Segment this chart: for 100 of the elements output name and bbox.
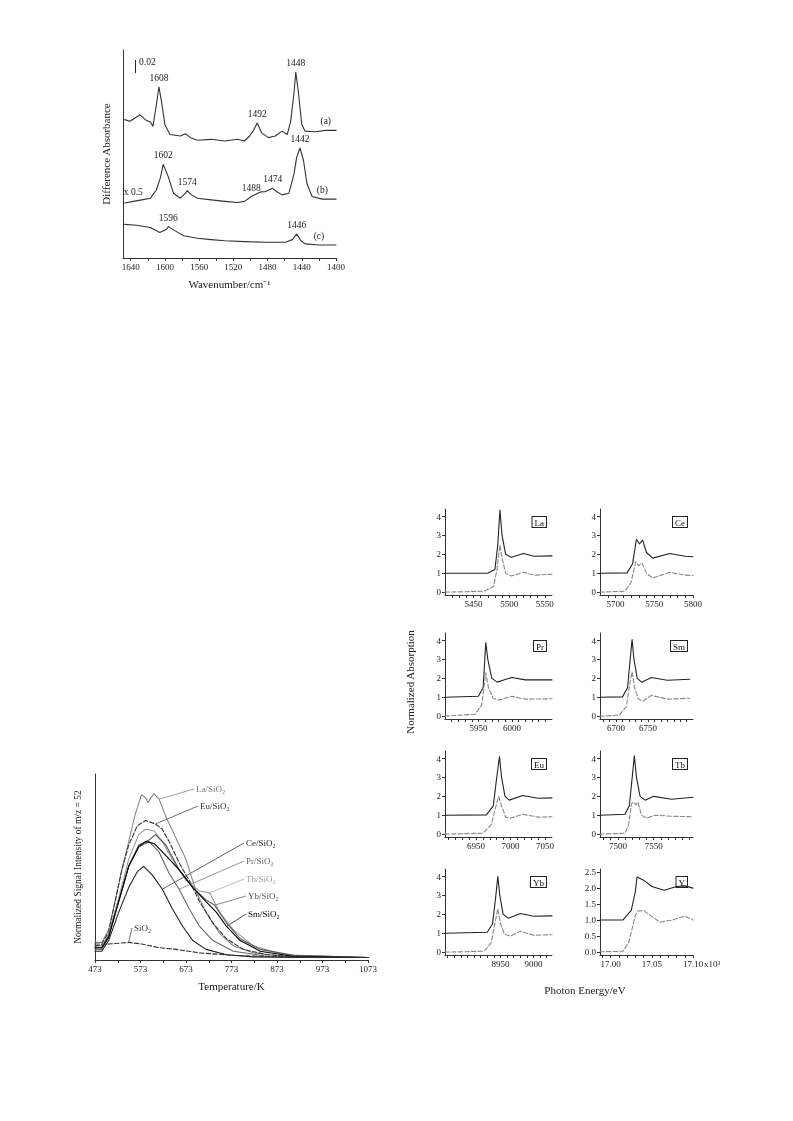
y-tick-label: 3 xyxy=(436,654,442,665)
x-tick-label: 8950 xyxy=(491,958,510,969)
y-tick-label: 1 xyxy=(436,692,441,703)
x-tick-label: 1480 xyxy=(258,261,278,272)
y-axis-title: Normalized Absorption xyxy=(404,630,416,734)
x-tick-label: 5750 xyxy=(645,598,664,609)
x-tick-label: 6000 xyxy=(502,722,522,733)
annotation: Pr xyxy=(536,641,545,652)
text: Pr/SiO₂ xyxy=(246,856,274,866)
y-tick-label: 0 xyxy=(436,829,442,840)
x-tick-label: 573 xyxy=(133,963,148,974)
x-tick-label: 1400 xyxy=(327,261,346,272)
x-tick-label: 5800 xyxy=(684,598,703,609)
annotation: x 0.5 xyxy=(123,187,144,198)
legend-label: Yb/SiO₂ xyxy=(248,891,279,901)
annotation: Tb xyxy=(675,759,686,770)
y-tick-label: 0 xyxy=(436,711,442,722)
x-tick-label: 1600 xyxy=(155,261,175,272)
y-tick-label: 0.0 xyxy=(584,946,597,957)
y-tick-label: 0 xyxy=(436,947,442,958)
y-tick-label: 4 xyxy=(436,511,442,522)
y-tick-label: 4 xyxy=(436,753,442,764)
y-tick-label: 3 xyxy=(591,530,597,541)
text: Tb/SiO₂ xyxy=(246,874,276,884)
y-tick-label: 1 xyxy=(591,692,596,703)
annotation: 1474 xyxy=(263,174,283,185)
x-axis-title: Wavenumber/cm⁻¹ xyxy=(188,277,271,290)
y-tick-label: 0 xyxy=(591,587,597,598)
x-tick-label: 473 xyxy=(88,963,103,974)
y-tick-label: 2 xyxy=(436,549,441,560)
annotation: Sm xyxy=(672,641,686,652)
y-tick-label: 1 xyxy=(591,568,596,579)
x-tick-label: 5500 xyxy=(500,598,519,609)
y-tick-label: 4 xyxy=(591,511,597,522)
x-tick-label: 9000 xyxy=(524,958,544,969)
x-tick-label: 1560 xyxy=(190,261,209,272)
x-tick-label: 17.05 xyxy=(641,958,663,969)
annotation: Y xyxy=(678,877,686,888)
x-tick-label: 6950 xyxy=(467,840,486,851)
x-tick-label: 17.10 xyxy=(682,958,704,969)
series-label: SiO₂ xyxy=(134,923,152,933)
annotation: (b) xyxy=(316,185,328,197)
annotation: 1448 xyxy=(286,58,306,69)
y-tick-label: 2.5 xyxy=(584,867,597,878)
x-tick-label: 7550 xyxy=(644,840,664,851)
annotation: Yb xyxy=(533,877,545,888)
x-tick-label: 17.00 xyxy=(600,958,622,969)
x-tick-label: 973 xyxy=(315,963,330,974)
y-tick-label: 4 xyxy=(436,871,442,882)
y-axis-title: Difference Absorbance xyxy=(99,103,112,205)
annotation: 1574 xyxy=(177,176,197,187)
annotation: La xyxy=(534,517,545,528)
x-tick-label: 6700 xyxy=(607,722,626,733)
y-tick-label: 2.0 xyxy=(584,883,597,894)
annotation: 1446 xyxy=(287,220,307,231)
y-tick-label: 2 xyxy=(591,673,596,684)
y-tick-label: 1 xyxy=(436,568,441,579)
x-tick-label: 5550 xyxy=(535,598,555,609)
text: Eu/SiO₂ xyxy=(200,801,230,811)
x-tick-label: 5700 xyxy=(606,598,625,609)
x-axis-title: Photon Energy/eV xyxy=(544,984,626,996)
x-tick-label: 5450 xyxy=(464,598,484,609)
annotation: Ce xyxy=(675,517,686,528)
x-tick-label: 1520 xyxy=(224,261,243,272)
annotation: 1492 xyxy=(247,108,268,119)
x-tick-label: 773 xyxy=(224,963,239,974)
annotation: 1602 xyxy=(153,150,173,161)
y-tick-label: 0.5 xyxy=(584,930,597,941)
x-tick-label: 6750 xyxy=(639,722,658,733)
y-tick-label: 4 xyxy=(591,635,597,646)
x-tick-label: 673 xyxy=(179,963,194,974)
annotation: 1596 xyxy=(158,212,179,223)
y-tick-label: 0 xyxy=(591,711,597,722)
y-tick-label: 1 xyxy=(591,810,596,821)
x-tick-label: 1440 xyxy=(292,261,312,272)
annotation: 1488 xyxy=(241,182,262,193)
x-tick-label: 1073 xyxy=(359,963,378,974)
y-axis-title: Normalized Signal Intensity of m/z = 52 xyxy=(73,789,83,944)
legend-label: Sm/SiO₂ xyxy=(248,909,280,919)
annotation: Eu xyxy=(534,759,545,770)
y-tick-label: 4 xyxy=(436,635,442,646)
annotation: (a) xyxy=(320,116,332,128)
y-tick-label: 2 xyxy=(591,549,596,560)
y-tick-label: 1 xyxy=(436,810,441,821)
y-tick-label: 3 xyxy=(436,890,442,901)
y-tick-label: 0 xyxy=(591,829,597,840)
annotation: 1442 xyxy=(290,134,310,145)
text: Ce/SiO₂ xyxy=(246,838,276,848)
y-tick-label: 3 xyxy=(591,772,597,783)
x-tick-label: 7000 xyxy=(501,840,521,851)
y-tick-label: 3 xyxy=(436,772,442,783)
y-tick-label: 1.0 xyxy=(584,914,597,925)
text: 0.02 xyxy=(139,57,156,67)
y-tick-label: 3 xyxy=(436,530,442,541)
x-tick-label: 7050 xyxy=(536,840,555,851)
annotation: (c) xyxy=(313,231,325,242)
y-tick-label: 0 xyxy=(436,587,442,598)
x-tick-label: 5950 xyxy=(469,722,488,733)
y-tick-label: 2 xyxy=(591,791,596,802)
y-tick-label: 4 xyxy=(591,753,597,764)
